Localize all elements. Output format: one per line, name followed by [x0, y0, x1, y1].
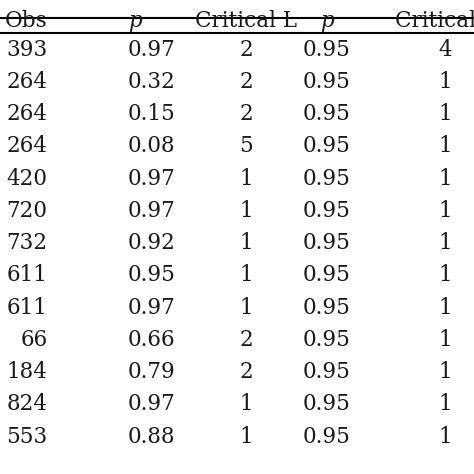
- Text: 732: 732: [6, 232, 47, 254]
- Text: 0.66: 0.66: [128, 329, 175, 351]
- Text: 553: 553: [6, 426, 47, 447]
- Text: 0.95: 0.95: [303, 103, 351, 125]
- Text: 0.88: 0.88: [128, 426, 175, 447]
- Text: 2: 2: [239, 361, 254, 383]
- Text: 2: 2: [239, 329, 254, 351]
- Text: 0.32: 0.32: [128, 71, 176, 93]
- Text: 5: 5: [239, 136, 254, 157]
- Text: 0.95: 0.95: [303, 329, 351, 351]
- Text: 0.95: 0.95: [303, 232, 351, 254]
- Text: Critical L: Critical L: [195, 10, 298, 32]
- Text: 1: 1: [439, 426, 452, 447]
- Text: 0.97: 0.97: [128, 393, 176, 415]
- Text: 611: 611: [7, 297, 47, 319]
- Text: 0.95: 0.95: [303, 200, 351, 222]
- Text: 0.97: 0.97: [128, 297, 176, 319]
- Text: p: p: [320, 10, 334, 32]
- Text: 0.95: 0.95: [303, 136, 351, 157]
- Text: 1: 1: [439, 71, 452, 93]
- Text: 0.95: 0.95: [128, 264, 176, 286]
- Text: 0.95: 0.95: [303, 264, 351, 286]
- Text: 0.92: 0.92: [128, 232, 176, 254]
- Text: Obs: Obs: [5, 10, 47, 32]
- Text: 0.97: 0.97: [128, 39, 176, 61]
- Text: 1: 1: [240, 426, 253, 447]
- Text: 1: 1: [439, 329, 452, 351]
- Text: 1: 1: [439, 232, 452, 254]
- Text: 0.95: 0.95: [303, 426, 351, 447]
- Text: 1: 1: [439, 136, 452, 157]
- Text: Critical L: Critical L: [394, 10, 474, 32]
- Text: 0.95: 0.95: [303, 168, 351, 190]
- Text: 1: 1: [439, 103, 452, 125]
- Text: 2: 2: [239, 39, 254, 61]
- Text: 4: 4: [439, 39, 452, 61]
- Text: 2: 2: [239, 71, 254, 93]
- Text: 264: 264: [7, 136, 47, 157]
- Text: 0.95: 0.95: [303, 361, 351, 383]
- Text: 1: 1: [240, 232, 253, 254]
- Text: 0.97: 0.97: [128, 200, 176, 222]
- Text: 0.79: 0.79: [128, 361, 176, 383]
- Text: 0.95: 0.95: [303, 393, 351, 415]
- Text: 1: 1: [439, 361, 452, 383]
- Text: 393: 393: [6, 39, 47, 61]
- Text: 2: 2: [239, 103, 254, 125]
- Text: 0.15: 0.15: [128, 103, 176, 125]
- Text: 1: 1: [439, 264, 452, 286]
- Text: 1: 1: [439, 200, 452, 222]
- Text: 824: 824: [7, 393, 47, 415]
- Text: 0.95: 0.95: [303, 71, 351, 93]
- Text: 0.95: 0.95: [303, 297, 351, 319]
- Text: p: p: [128, 10, 142, 32]
- Text: 420: 420: [7, 168, 47, 190]
- Text: 1: 1: [439, 393, 452, 415]
- Text: 1: 1: [439, 297, 452, 319]
- Text: 66: 66: [20, 329, 47, 351]
- Text: 1: 1: [240, 264, 253, 286]
- Text: 1: 1: [240, 393, 253, 415]
- Text: 184: 184: [7, 361, 47, 383]
- Text: 0.08: 0.08: [128, 136, 175, 157]
- Text: 0.97: 0.97: [128, 168, 176, 190]
- Text: 1: 1: [240, 297, 253, 319]
- Text: 1: 1: [240, 168, 253, 190]
- Text: 264: 264: [7, 71, 47, 93]
- Text: 720: 720: [7, 200, 47, 222]
- Text: 0.95: 0.95: [303, 39, 351, 61]
- Text: 1: 1: [240, 200, 253, 222]
- Text: 264: 264: [7, 103, 47, 125]
- Text: 1: 1: [439, 168, 452, 190]
- Text: 611: 611: [7, 264, 47, 286]
